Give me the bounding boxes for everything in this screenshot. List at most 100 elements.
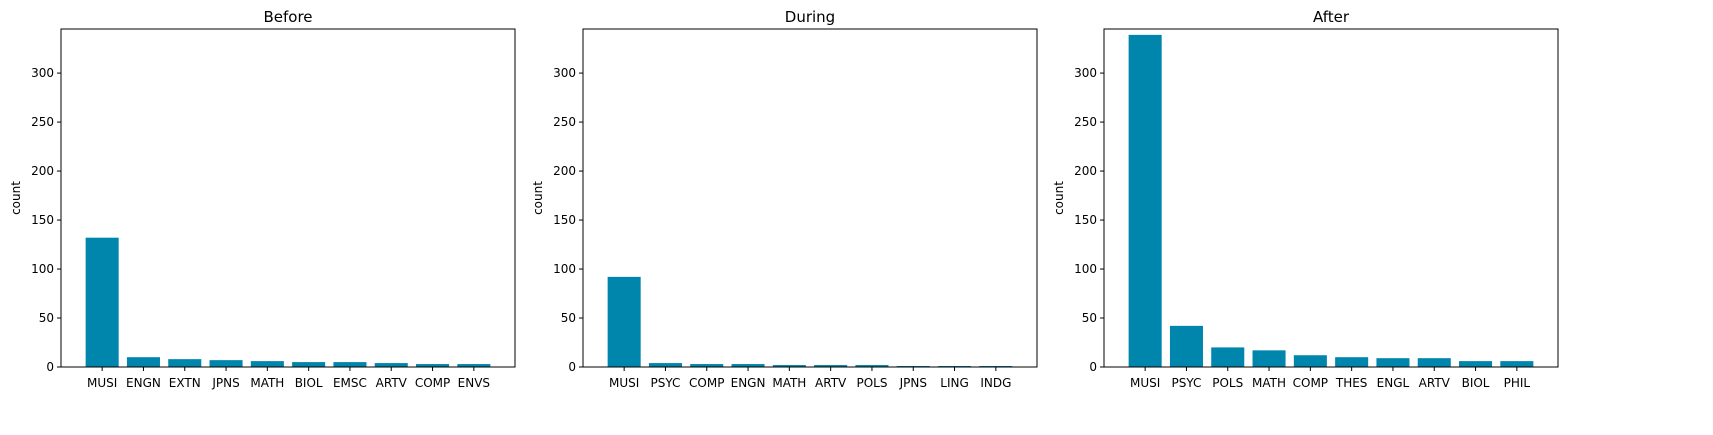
bars-group [85,237,491,367]
y-tick-label: 300 [1074,66,1097,80]
x-tick-label: ENGN [126,376,161,390]
bar-thes [1335,357,1369,367]
x-tick-label: POLS [1212,376,1243,390]
y-ticks-group: 0 50 100 150 200 250 300 [1074,66,1104,374]
bar-comp [690,364,724,367]
bar-comp [1293,355,1327,367]
axes-frame [60,28,516,368]
bar-extn [168,359,202,367]
x-ticks-group: MUSI PSYC POLS MATH COMP THES ENGL ARTV BIOL PHIL [1130,367,1530,390]
y-axis-label: count [9,181,23,215]
y-tick-label: 200 [31,164,54,178]
x-tick-label: PSYC [1171,376,1201,390]
x-tick-label: THES [1335,376,1368,390]
y-tick-label: 250 [31,115,54,129]
x-tick-label: MATH [772,376,806,390]
y-tick-label: 50 [561,311,576,325]
bars-group [607,276,1013,367]
x-tick-label: POLS [856,376,887,390]
x-tick-label: JPNS [211,376,239,390]
bars-group [1128,34,1534,367]
x-tick-label: BIOL [295,376,323,390]
y-axis-label: count [531,181,545,215]
bar-pols [855,365,889,367]
bar-emsc [333,362,367,367]
y-tick-label: 250 [1074,115,1097,129]
bar-musi [85,237,119,367]
bar-math [250,361,284,367]
y-tick-label: 0 [568,360,576,374]
y-tick-label: 200 [553,164,576,178]
subplot-before: Before count 0 50 100 150 200 250 300 MUSI ENGN… [9,8,516,390]
x-tick-label: MUSI [609,376,639,390]
x-tick-label: JPNS [899,376,927,390]
y-tick-label: 0 [1089,360,1097,374]
subplot-during: During count 0 50 100 150 200 250 300 MUSI PSYC… [531,8,1038,390]
axes-frame [1103,28,1559,368]
x-ticks-group: MUSI ENGN EXTN JPNS MATH BIOL EMSC ARTV COMP ENVS [87,367,490,390]
bar-math [1252,350,1286,367]
x-tick-label: LING [940,376,969,390]
x-tick-label: MUSI [1130,376,1160,390]
bar-jpns [209,360,243,367]
x-tick-label: MUSI [87,376,117,390]
bar-math [772,365,806,367]
x-tick-label: INDG [980,376,1011,390]
chart-title: During [785,8,835,26]
x-tick-label: ARTV [376,376,408,390]
y-tick-label: 50 [39,311,54,325]
bar-phil [1500,361,1534,367]
chart-title: Before [263,8,312,26]
x-tick-label: ENGL [1377,376,1410,390]
bar-comp [416,364,450,367]
x-tick-label: MATH [1252,376,1286,390]
bar-psyc [648,363,682,367]
y-axis-label: count [1052,181,1066,215]
y-tick-label: 250 [553,115,576,129]
bar-biol [292,362,326,367]
y-tick-label: 150 [1074,213,1097,227]
y-tick-label: 300 [31,66,54,80]
x-tick-label: PSYC [650,376,680,390]
bar-engn [126,357,160,367]
bar-artv [814,365,848,367]
y-tick-label: 50 [1082,311,1097,325]
bar-musi [1128,34,1162,367]
chart-title: After [1313,8,1350,26]
subplot-after: After count 0 50 100 150 200 250 300 MUSI PSYC P… [1052,8,1559,390]
axes-frame [582,28,1038,368]
y-ticks-group: 0 50 100 150 200 250 300 [31,66,61,374]
y-tick-label: 0 [46,360,54,374]
y-tick-label: 100 [31,262,54,276]
bar-artv [1417,358,1451,367]
x-tick-label: MATH [250,376,284,390]
x-tick-label: EMSC [333,376,367,390]
bar-psyc [1169,325,1203,367]
bar-engn [731,364,765,367]
x-tick-label: ENVS [458,376,490,390]
x-tick-label: ARTV [815,376,847,390]
x-tick-label: ENGN [731,376,766,390]
y-tick-label: 300 [553,66,576,80]
bar-biol [1459,361,1493,367]
bar-pols [1211,347,1245,367]
y-tick-label: 200 [1074,164,1097,178]
y-tick-label: 150 [31,213,54,227]
y-tick-label: 150 [553,213,576,227]
x-tick-label: BIOL [1462,376,1490,390]
bar-musi [607,276,641,367]
x-tick-label: COMP [415,376,450,390]
bar-envs [457,364,491,367]
x-ticks-group: MUSI PSYC COMP ENGN MATH ARTV POLS JPNS LING INDG [609,367,1011,390]
x-tick-label: PHIL [1504,376,1531,390]
bar-engl [1376,358,1410,367]
x-tick-label: ARTV [1419,376,1451,390]
y-tick-label: 100 [1074,262,1097,276]
x-tick-label: COMP [689,376,724,390]
y-tick-label: 100 [553,262,576,276]
x-tick-label: EXTN [169,376,201,390]
x-tick-label: COMP [1293,376,1328,390]
bar-artv [374,363,408,367]
y-ticks-group: 0 50 100 150 200 250 300 [553,66,583,374]
